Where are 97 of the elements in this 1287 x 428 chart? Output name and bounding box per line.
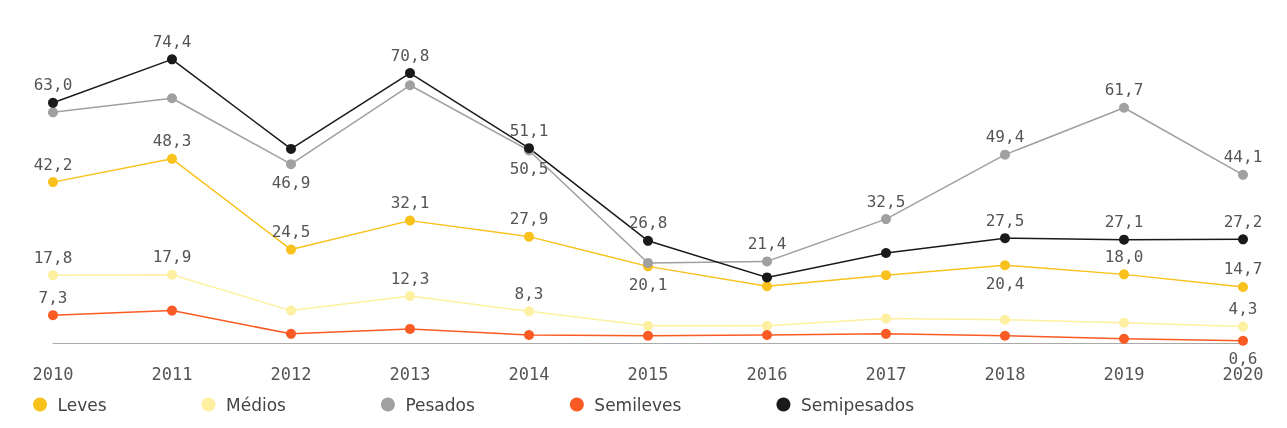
point [881, 214, 891, 225]
point [643, 320, 653, 331]
data-label: 46,9 [271, 172, 311, 192]
point [881, 270, 891, 281]
point [643, 257, 653, 268]
data-label: 12,3 [390, 268, 430, 288]
point [1238, 169, 1248, 180]
point [1119, 269, 1129, 280]
point [167, 153, 177, 164]
data-label: 26,8 [628, 213, 668, 233]
point [762, 256, 772, 267]
x-tick-label: 2013 [389, 363, 431, 384]
legend-label: Semipesados [800, 394, 915, 415]
point [286, 328, 296, 339]
legend-label: Médios [226, 394, 287, 415]
point [405, 215, 415, 226]
point [881, 328, 891, 339]
data-label: 49,4 [985, 127, 1025, 147]
legend-label: Semileves [594, 394, 682, 415]
point [1238, 234, 1248, 245]
point [524, 330, 534, 340]
point [48, 177, 58, 188]
data-label: 20,4 [985, 273, 1025, 293]
point [762, 330, 772, 340]
data-label: 27,5 [985, 210, 1025, 230]
point [762, 320, 772, 331]
data-label: 50,5 [509, 158, 549, 178]
point [1119, 234, 1129, 245]
point [524, 306, 534, 317]
data-label: 48,3 [152, 131, 192, 151]
point [1000, 314, 1010, 325]
data-label: 61,7 [1104, 80, 1144, 100]
data-label: 27,2 [1223, 211, 1263, 231]
point [1238, 335, 1248, 346]
data-label: 17,9 [152, 247, 192, 267]
point [167, 305, 177, 316]
point [1119, 333, 1129, 344]
data-label: 63,0 [33, 75, 73, 95]
point [48, 310, 58, 321]
point [405, 291, 415, 302]
point [643, 235, 653, 246]
point [48, 270, 58, 281]
data-label: 42,2 [33, 154, 73, 174]
data-label: 32,5 [866, 191, 906, 211]
data-label: 7,3 [38, 287, 68, 307]
point [167, 269, 177, 280]
point [881, 313, 891, 324]
point [167, 93, 177, 104]
data-label: 21,4 [747, 233, 787, 253]
data-label: 27,9 [509, 209, 549, 229]
data-label: 44,1 [1223, 147, 1263, 167]
data-label: 17,8 [33, 247, 73, 267]
point [1000, 260, 1010, 271]
x-tick-label: 2012 [270, 363, 312, 384]
legend-label: Leves [57, 394, 107, 415]
point [286, 305, 296, 316]
data-label: 18,0 [1104, 246, 1144, 266]
point [524, 231, 534, 242]
point [1238, 281, 1248, 292]
point [762, 281, 772, 292]
point [1119, 102, 1129, 113]
data-label: 27,1 [1104, 212, 1144, 232]
data-label: 20,1 [628, 274, 668, 294]
legend-label: Pesados [405, 394, 475, 415]
x-tick-label: 2018 [984, 363, 1026, 384]
point [286, 143, 296, 154]
point [762, 272, 772, 283]
x-tick-label: 2016 [746, 363, 788, 384]
data-label: 24,5 [271, 222, 311, 242]
x-tick-label: 2014 [508, 363, 550, 384]
data-label: 14,7 [1223, 259, 1263, 279]
point [1000, 233, 1010, 244]
point [1238, 321, 1248, 332]
point [48, 107, 58, 118]
data-label: 74,4 [152, 31, 192, 51]
data-label: 4,3 [1228, 299, 1258, 319]
point [405, 80, 415, 91]
point [643, 330, 653, 341]
data-label: 8,3 [514, 283, 544, 303]
point [405, 323, 415, 334]
x-tick-label: 2019 [1103, 363, 1145, 384]
point [167, 54, 177, 65]
point [405, 68, 415, 79]
point [1119, 317, 1129, 328]
data-label: 32,1 [390, 193, 430, 213]
x-tick-label: 2015 [627, 363, 669, 384]
point [286, 244, 296, 255]
point [48, 97, 58, 108]
data-label: 51,1 [509, 120, 549, 140]
point [881, 248, 891, 259]
x-tick-label: 2017 [865, 363, 907, 384]
point [1000, 149, 1010, 160]
point [1000, 330, 1010, 341]
data-label: 70,8 [390, 45, 430, 65]
point [286, 159, 296, 170]
x-tick-label: 2011 [151, 363, 193, 384]
x-tick-label: 2010 [32, 363, 74, 384]
